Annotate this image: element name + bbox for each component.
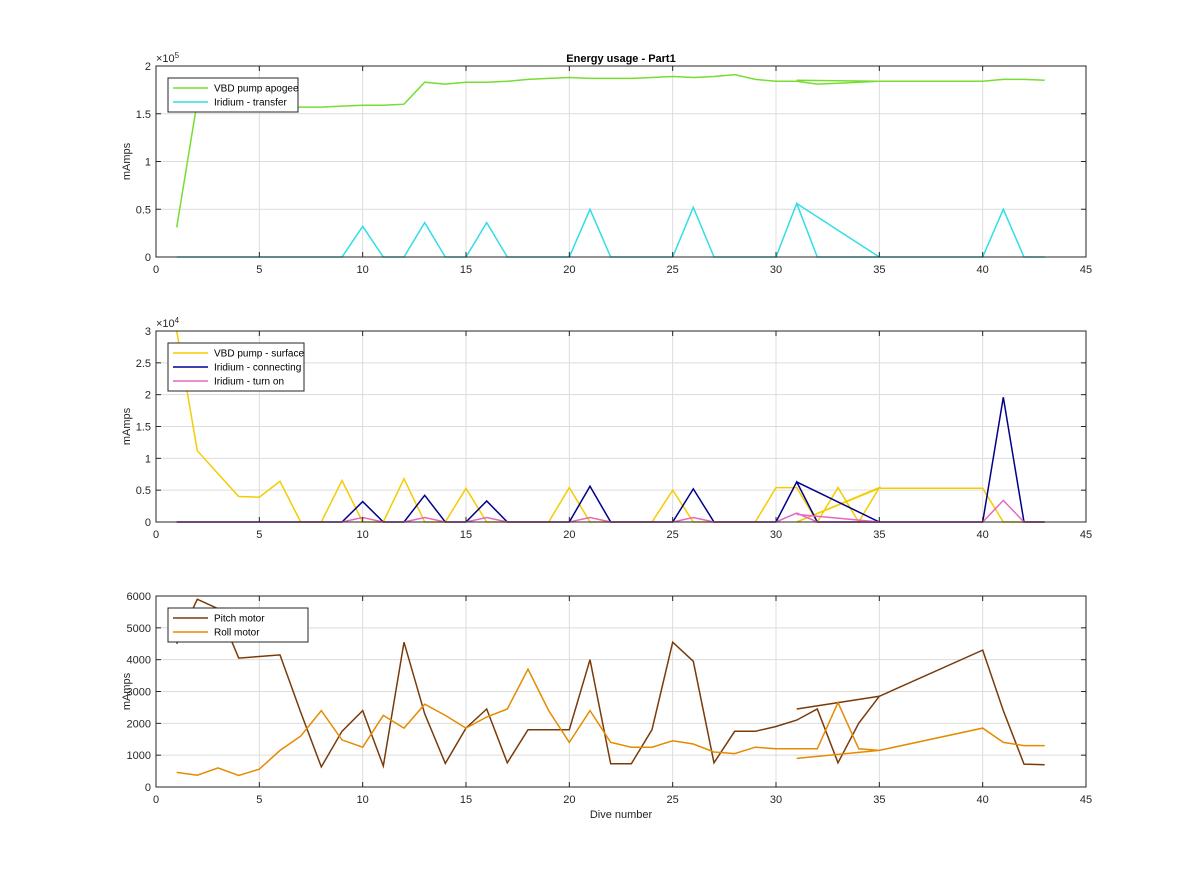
legend-label-2: Iridium - connecting <box>214 363 301 374</box>
y-tick-label: 0 <box>145 782 151 794</box>
y-tick-label: 0 <box>145 252 151 264</box>
x-tick-label: 25 <box>667 794 679 806</box>
y-tick-label: 1 <box>145 453 151 465</box>
legend-label-1: VBD pump - surface <box>214 349 304 360</box>
x-tick-label: 40 <box>977 794 989 806</box>
x-axis-label: Dive number <box>590 809 653 821</box>
legend: VBD pump - surface Iridium - connecting Ir… <box>167 342 305 392</box>
y-tick-label: 0.5 <box>136 204 151 216</box>
x-tick-label: 45 <box>1080 529 1092 541</box>
x-tick-label: 0 <box>153 529 159 541</box>
y-tick-label: 1.5 <box>136 109 151 121</box>
series-line-2 <box>176 667 1045 777</box>
x-tick-label: 20 <box>563 529 575 541</box>
legend: Pitch motor Roll motor <box>167 607 309 643</box>
x-tick-label: 5 <box>256 529 262 541</box>
y-tick-label: 2 <box>145 390 151 402</box>
x-tick-label: 20 <box>563 264 575 276</box>
y-tick-label: 1 <box>145 157 151 169</box>
x-tick-label: 45 <box>1080 264 1092 276</box>
y-axis-label: mAmps <box>121 672 133 710</box>
legend-label-1: VBD pump apogee <box>214 84 299 95</box>
x-tick-label: 40 <box>977 264 989 276</box>
x-tick-label: 35 <box>873 794 885 806</box>
legend: VBD pump apogee Iridium - transfer <box>167 77 299 113</box>
legend-label-2: Roll motor <box>214 628 260 639</box>
x-tick-label: 30 <box>770 264 782 276</box>
x-tick-label: 30 <box>770 529 782 541</box>
x-tick-label: 10 <box>357 264 369 276</box>
x-tick-label: 0 <box>153 794 159 806</box>
chart-title: Energy usage - Part1 <box>566 53 675 65</box>
y-exponent-label: ×104 <box>156 316 180 330</box>
x-tick-label: 10 <box>357 529 369 541</box>
y-tick-label: 2.5 <box>136 358 151 370</box>
x-tick-label: 5 <box>256 794 262 806</box>
x-tick-label: 5 <box>256 264 262 276</box>
y-axis-label: mAmps <box>121 407 133 445</box>
legend-box <box>167 77 299 113</box>
x-tick-label: 15 <box>460 529 472 541</box>
y-tick-label: 4000 <box>127 655 151 667</box>
y-tick-label: 2 <box>145 61 151 73</box>
axes-3: 0 5 10 15 20 25 30 35 40 45 0 1000 2000 3000 4000 5000 6… <box>121 591 1092 821</box>
x-tick-label: 10 <box>357 794 369 806</box>
series-line-1 <box>175 73 1045 228</box>
x-tick-label: 35 <box>873 529 885 541</box>
x-tick-label: 0 <box>153 264 159 276</box>
y-tick-label: 0 <box>145 517 151 529</box>
y-tick-label: 3 <box>145 326 151 338</box>
legend-label-2: Iridium - transfer <box>214 98 287 109</box>
x-tick-label: 45 <box>1080 794 1092 806</box>
x-tick-label: 35 <box>873 264 885 276</box>
y-tick-label: 6000 <box>127 591 151 603</box>
y-tick-label: 0.5 <box>136 485 151 497</box>
x-tick-label: 30 <box>770 794 782 806</box>
x-tick-label: 25 <box>667 529 679 541</box>
x-tick-label: 40 <box>977 529 989 541</box>
axes-2: 0 5 10 15 20 25 30 35 40 45 0 0.5 1 1.5 2 2.5 3 ×104 mAmps… <box>121 316 1092 541</box>
y-tick-label: 1000 <box>127 750 151 762</box>
x-tick-label: 15 <box>460 794 472 806</box>
y-tick-label: 5000 <box>127 623 151 635</box>
series-line-1 <box>176 598 1045 769</box>
y-tick-label: 2000 <box>127 718 151 730</box>
y-exponent-label: ×105 <box>156 51 180 65</box>
x-tick-label: 15 <box>460 264 472 276</box>
x-tick-label: 20 <box>563 794 575 806</box>
axes-1: 0 5 10 15 20 25 30 35 40 45 0 0.5 1 1.5 2 ×105 mAmps Ener… <box>121 51 1092 276</box>
legend-label-3: Iridium - turn on <box>214 377 284 388</box>
legend-label-1: Pitch motor <box>214 614 265 625</box>
y-tick-label: 3000 <box>127 687 151 699</box>
x-tick-label: 25 <box>667 264 679 276</box>
y-axis-label: mAmps <box>121 142 133 180</box>
legend-box <box>167 607 309 643</box>
y-tick-label: 1.5 <box>136 422 151 434</box>
